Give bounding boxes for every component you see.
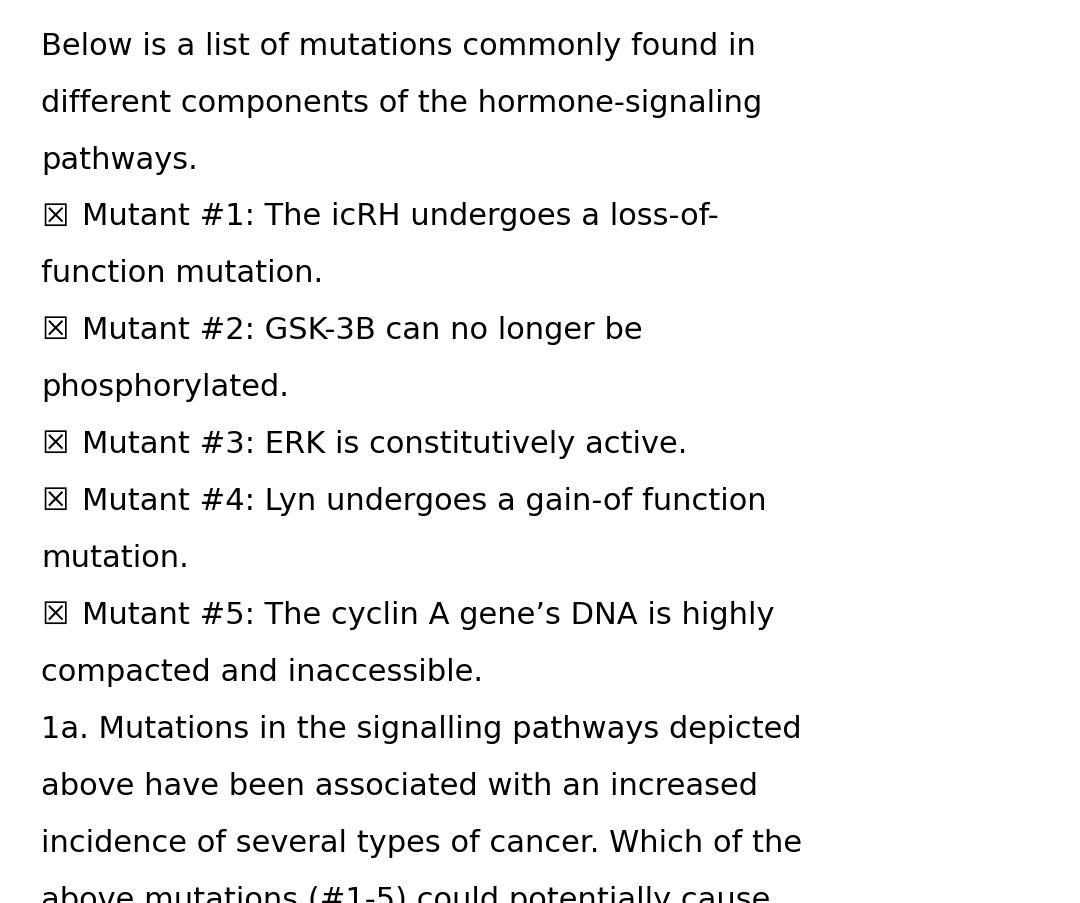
Text: Mutant #2: GSK-3B can no longer be: Mutant #2: GSK-3B can no longer be <box>82 316 643 345</box>
Text: ☒: ☒ <box>41 487 68 516</box>
Text: ☒: ☒ <box>41 202 68 231</box>
Text: above have been associated with an increased: above have been associated with an incre… <box>41 771 758 800</box>
Text: Mutant #1: The icRH undergoes a loss-of-: Mutant #1: The icRH undergoes a loss-of- <box>82 202 719 231</box>
Text: phosphorylated.: phosphorylated. <box>41 373 289 402</box>
Text: pathways.: pathways. <box>41 145 198 174</box>
Text: Below is a list of mutations commonly found in: Below is a list of mutations commonly fo… <box>41 32 756 61</box>
Text: Mutant #4: Lyn undergoes a gain-of function: Mutant #4: Lyn undergoes a gain-of funct… <box>82 487 767 516</box>
Text: above mutations (#1-5) could potentially cause: above mutations (#1-5) could potentially… <box>41 885 770 903</box>
Text: ☒: ☒ <box>41 316 68 345</box>
Text: compacted and inaccessible.: compacted and inaccessible. <box>41 657 483 686</box>
Text: different components of the hormone-signaling: different components of the hormone-sign… <box>41 88 762 117</box>
Text: Mutant #5: The cyclin A gene’s DNA is highly: Mutant #5: The cyclin A gene’s DNA is hi… <box>82 600 774 629</box>
Text: Mutant #3: ERK is constitutively active.: Mutant #3: ERK is constitutively active. <box>82 430 688 459</box>
Text: incidence of several types of cancer. Which of the: incidence of several types of cancer. Wh… <box>41 828 802 857</box>
Text: 1a. Mutations in the signalling pathways depicted: 1a. Mutations in the signalling pathways… <box>41 714 801 743</box>
Text: function mutation.: function mutation. <box>41 259 323 288</box>
Text: mutation.: mutation. <box>41 544 189 573</box>
Text: ☒: ☒ <box>41 600 68 629</box>
Text: ☒: ☒ <box>41 430 68 459</box>
